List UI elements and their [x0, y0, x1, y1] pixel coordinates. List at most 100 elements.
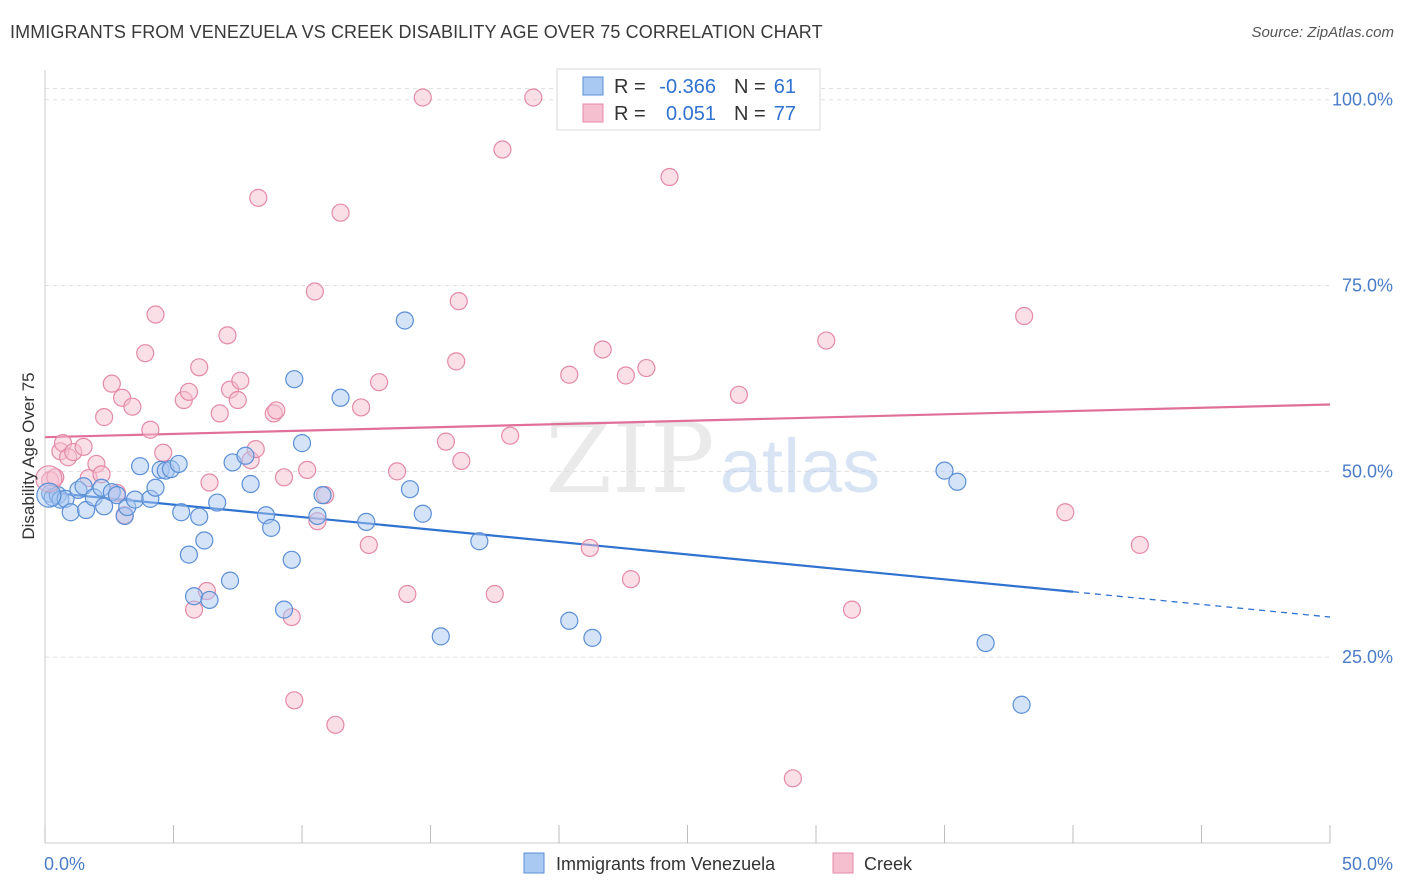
- legend-n-label: N =: [734, 103, 766, 125]
- axes: [44, 70, 1331, 844]
- point-venezuela: [172, 503, 191, 522]
- legend-r-label: R =: [614, 103, 646, 125]
- point-creek: [580, 538, 599, 558]
- point-venezuela: [395, 311, 414, 330]
- point-creek: [285, 691, 304, 710]
- point-creek: [249, 188, 268, 207]
- x-tick-label: 0.0%: [44, 854, 85, 874]
- data-points: [35, 88, 1149, 788]
- point-creek: [413, 88, 432, 107]
- y-tick-label: 50.0%: [1342, 461, 1393, 481]
- point-creek: [817, 331, 836, 350]
- point-venezuela: [169, 454, 188, 474]
- point-venezuela: [130, 457, 150, 476]
- point-creek: [123, 397, 142, 416]
- point-creek: [136, 344, 155, 363]
- y-tick-label: 75.0%: [1342, 276, 1393, 296]
- point-creek: [485, 584, 504, 604]
- point-creek: [267, 401, 286, 420]
- point-venezuela: [285, 370, 304, 389]
- point-venezuela: [470, 532, 489, 551]
- point-venezuela: [107, 486, 127, 505]
- point-venezuela: [190, 507, 209, 526]
- point-creek: [331, 203, 350, 222]
- point-venezuela: [200, 590, 219, 610]
- legend-n-label: N =: [734, 76, 766, 98]
- point-creek: [560, 365, 579, 384]
- legend-swatch: [582, 103, 604, 123]
- legend-n-value: 61: [774, 76, 796, 98]
- legend-n-value: 77: [774, 103, 796, 125]
- point-creek: [447, 352, 466, 371]
- point-creek: [200, 473, 219, 492]
- point-creek: [1015, 306, 1034, 326]
- point-venezuela: [146, 478, 165, 497]
- point-venezuela: [236, 446, 255, 465]
- point-creek: [524, 88, 543, 107]
- point-venezuela: [95, 497, 114, 516]
- point-creek: [298, 460, 317, 479]
- point-creek: [729, 385, 749, 404]
- trendline-venezuela-extension: [1072, 591, 1331, 618]
- point-creek: [621, 570, 641, 589]
- point-creek: [218, 326, 237, 345]
- point-creek: [74, 437, 93, 456]
- point-venezuela: [292, 434, 312, 453]
- point-venezuela: [400, 480, 420, 499]
- point-venezuela: [583, 628, 602, 647]
- point-venezuela: [976, 633, 995, 653]
- point-creek: [436, 432, 456, 451]
- point-venezuela: [560, 611, 579, 630]
- point-creek: [593, 340, 612, 359]
- point-venezuela: [220, 571, 240, 590]
- watermark-atlas: atlas: [720, 424, 881, 509]
- point-creek: [842, 600, 862, 619]
- point-creek: [783, 769, 802, 788]
- point-creek: [452, 451, 471, 471]
- point-creek: [154, 443, 173, 462]
- point-creek: [352, 398, 371, 417]
- point-creek: [274, 468, 294, 487]
- legend-r-label: R =: [614, 76, 646, 98]
- x-tick-label: 50.0%: [1342, 854, 1393, 874]
- legend-swatch: [582, 76, 604, 96]
- trendline-creek: [44, 403, 1331, 439]
- y-axis-label: Disability Age Over 75: [19, 372, 38, 539]
- point-creek: [146, 305, 165, 324]
- point-creek: [326, 715, 345, 734]
- point-creek: [637, 358, 656, 378]
- point-creek: [231, 371, 250, 390]
- point-creek: [46, 468, 65, 487]
- bottom-legend-label-venezuela: Immigrants from Venezuela: [556, 854, 776, 874]
- point-creek: [102, 374, 121, 393]
- bottom-legend-swatch-creek: [832, 852, 854, 874]
- point-venezuela: [1012, 695, 1031, 714]
- point-creek: [1056, 503, 1075, 522]
- point-venezuela: [935, 461, 954, 480]
- point-venezuela: [195, 531, 214, 550]
- point-creek: [210, 404, 229, 423]
- point-creek: [359, 535, 378, 555]
- point-creek: [398, 584, 417, 604]
- point-venezuela: [282, 550, 301, 569]
- point-creek: [190, 358, 209, 377]
- point-creek: [449, 292, 468, 311]
- point-venezuela: [125, 490, 145, 509]
- point-venezuela: [331, 388, 350, 407]
- y-tick-label: 100.0%: [1332, 90, 1393, 110]
- point-creek: [387, 462, 407, 481]
- bottom-legend: Immigrants from Venezuela Creek: [523, 852, 913, 874]
- x-tick-labels: 0.0% 50.0%: [44, 854, 1393, 874]
- point-venezuela: [184, 587, 204, 606]
- point-venezuela: [208, 493, 227, 512]
- point-venezuela: [308, 506, 327, 526]
- y-tick-label: 25.0%: [1342, 647, 1393, 667]
- point-creek: [1130, 535, 1149, 555]
- point-venezuela: [313, 486, 332, 505]
- point-venezuela: [61, 503, 80, 522]
- point-creek: [493, 140, 512, 159]
- point-creek: [141, 420, 160, 439]
- point-creek: [179, 382, 199, 401]
- legend-r-value: 0.051: [666, 103, 716, 125]
